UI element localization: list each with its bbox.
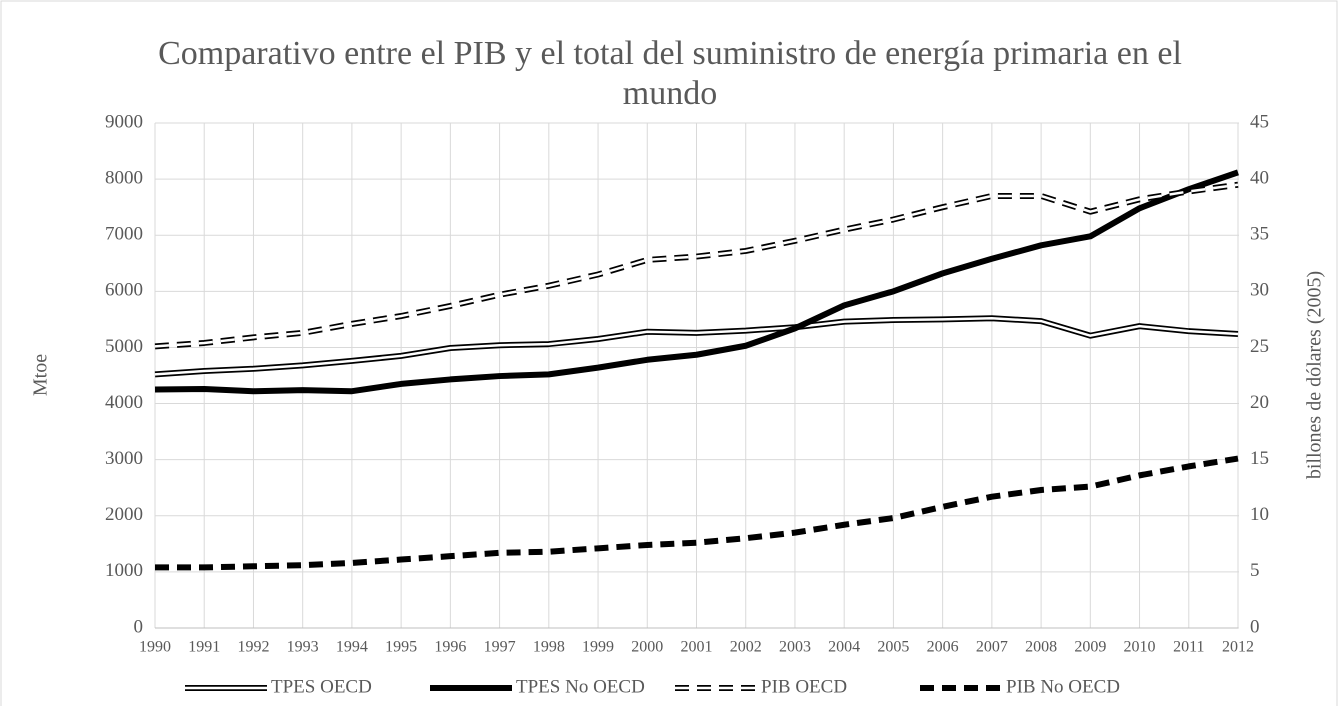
y2-tick-label: 15 [1250, 448, 1269, 469]
y-tick-label: 9000 [105, 111, 143, 132]
x-tick-label: 1990 [139, 639, 171, 656]
x-tick-label: 1998 [533, 639, 565, 656]
x-tick-label: 2004 [828, 639, 860, 656]
x-tick-label: 2001 [681, 639, 713, 656]
x-tick-label: 1999 [582, 639, 614, 656]
x-tick-label: 2005 [877, 639, 909, 656]
x-tick-label: 2011 [1173, 639, 1204, 656]
y-tick-label: 6000 [105, 280, 143, 301]
y2-tick-label: 35 [1250, 224, 1269, 245]
x-tick-label: 1992 [237, 639, 269, 656]
legend-label: TPES No OECD [516, 676, 645, 697]
series-line-inner [154, 317, 1239, 376]
y2-tick-label: 5 [1250, 560, 1260, 581]
x-tick-label: 2006 [927, 639, 959, 656]
y-tick-label: 3000 [105, 448, 143, 469]
x-tick-label: 2002 [730, 639, 762, 656]
y-axis-label: Mtoe [30, 354, 52, 396]
series-line [155, 455, 1239, 571]
x-tick-label: 1995 [385, 639, 417, 656]
y2-tick-label: 40 [1250, 167, 1269, 188]
y-tick-label: 7000 [105, 224, 143, 245]
y-tick-label: 2000 [105, 504, 143, 525]
y2-tick-label: 45 [1250, 111, 1269, 132]
legend-label: PIB No OECD [1006, 676, 1120, 697]
y2-tick-label: 30 [1250, 280, 1269, 301]
y2-tick-label: 20 [1250, 392, 1269, 413]
x-tick-label: 1993 [287, 639, 319, 656]
y-tick-label: 1000 [105, 560, 143, 581]
x-tick-label: 2012 [1222, 639, 1254, 656]
x-tick-label: 1996 [434, 639, 466, 656]
x-tick-label: 2008 [1025, 639, 1057, 656]
x-tick-label: 2010 [1124, 639, 1156, 656]
series-line [154, 169, 1239, 395]
legend-label: TPES OECD [271, 676, 372, 697]
x-tick-label: 1991 [188, 639, 220, 656]
y2-tick-label: 10 [1250, 504, 1269, 525]
chart-title: Comparativo entre el PIB y el total del … [158, 35, 1182, 112]
x-tick-label: 1997 [484, 639, 516, 656]
x-tick-label: 2009 [1074, 639, 1106, 656]
y-tick-label: 5000 [105, 336, 143, 357]
y-tick-label: 8000 [105, 167, 143, 188]
y-tick-label: 4000 [105, 392, 143, 413]
x-tick-label: 2000 [631, 639, 663, 656]
x-tick-label: 2003 [779, 639, 811, 656]
y2-tick-label: 25 [1250, 336, 1269, 357]
y2-tick-label: 0 [1250, 616, 1260, 637]
y2-axis-label: billones de dólares (2005) [1304, 271, 1326, 479]
x-tick-label: 2007 [976, 639, 1008, 656]
series-line-inner [154, 183, 1239, 348]
legend-label: PIB OECD [761, 676, 847, 697]
x-tick-label: 1994 [336, 639, 368, 656]
y-tick-label: 0 [134, 616, 144, 637]
